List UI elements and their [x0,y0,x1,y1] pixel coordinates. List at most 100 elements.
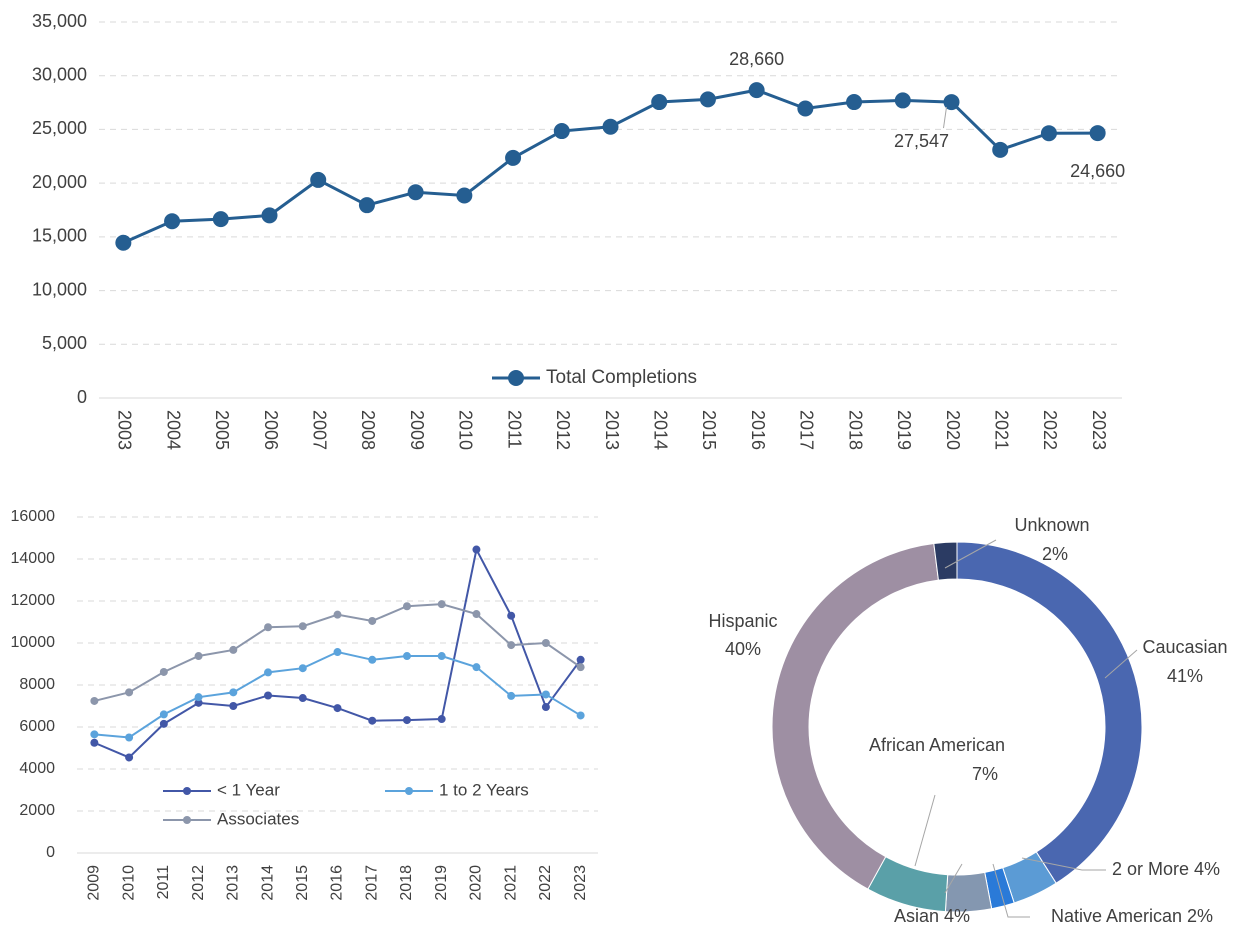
slice-value: 4% [944,906,970,926]
data-label: 27,547 [894,131,949,151]
x-tick-label: 2012 [190,865,207,901]
slice-name: African American [869,735,1005,755]
x-tick-label: 2013 [225,865,242,901]
data-point [541,690,550,699]
x-tick-label: 2010 [120,865,137,901]
y-tick-label: 4000 [19,760,55,777]
data-point [298,664,307,673]
data-point [472,663,481,672]
leader-line [944,539,997,569]
data-point [159,710,168,719]
data-point [115,234,132,251]
y-tick-label: 0 [77,387,87,407]
x-tick-label: 2016 [748,410,768,450]
data-point [576,655,585,664]
x-tick-label: 2004 [163,410,183,450]
data-point [472,545,481,554]
leader-line [943,106,947,129]
data-point [90,738,99,747]
legend-marker [508,370,524,386]
data-point [1089,125,1106,142]
slice-label: Asian 4% [894,906,970,926]
legend-marker [405,787,413,795]
data-point [298,622,307,631]
legend-label: Associates [217,809,299,828]
data-point [507,691,516,700]
data-point [229,702,238,710]
data-point [472,610,481,619]
data-point [264,668,273,677]
slice-value: 4% [1194,859,1220,879]
x-tick-label: 2009 [86,865,103,901]
y-tick-label: 16000 [11,508,56,525]
data-point [541,703,550,712]
data-point [505,149,522,166]
x-tick-label: 2020 [468,865,485,901]
data-point [437,715,446,724]
data-point [651,94,668,111]
x-tick-label: 2015 [699,410,719,450]
x-tick-label: 2009 [407,410,427,450]
data-point [264,691,273,700]
data-point [164,213,181,230]
y-tick-label: 35,000 [32,11,87,31]
x-tick-label: 2017 [363,865,380,901]
x-tick-label: 2011 [504,410,524,449]
slice-value: 40% [725,639,761,659]
slice-label: 2 or More 4% [1112,859,1220,879]
legend-marker [183,816,191,824]
donut-slice [771,542,940,890]
data-point [358,197,375,214]
y-tick-label: 5,000 [42,333,87,353]
slice-name: Hispanic [708,611,777,631]
data-point [846,94,863,111]
y-tick-label: 6000 [19,718,55,735]
x-tick-label: 2020 [943,410,963,450]
data-point [212,211,229,228]
data-point [229,645,238,654]
y-tick-label: 2000 [19,802,55,819]
x-tick-label: 2022 [537,865,554,901]
slice-name: Asian [894,906,939,926]
y-tick-label: 15,000 [32,226,87,246]
x-tick-label: 2012 [553,410,573,450]
data-point [125,753,134,762]
slice-name: Native American [1051,906,1182,926]
data-point [894,92,911,109]
x-tick-label: 2021 [502,865,519,901]
x-tick-label: 2016 [329,865,346,901]
data-point [368,716,377,725]
data-point [298,694,307,703]
x-tick-label: 2003 [115,410,135,450]
slice-value: 2% [1042,544,1068,564]
x-tick-label: 2005 [212,410,232,450]
data-point [333,704,342,713]
data-point [576,711,585,720]
x-tick-label: 2015 [294,865,311,901]
x-tick-label: 2011 [155,865,172,900]
x-tick-label: 2022 [1040,410,1060,450]
data-point [699,91,716,108]
data-point [368,616,377,625]
data-point [159,667,168,676]
data-point [407,184,424,201]
legend-marker [183,787,191,795]
y-tick-label: 10,000 [32,279,87,299]
data-label: 28,660 [729,49,784,69]
data-point [402,602,411,611]
data-point [125,688,134,697]
data-point [1040,125,1057,142]
data-point [125,733,134,742]
data-point [437,652,446,661]
data-point [194,652,203,661]
y-tick-label: 0 [46,844,55,861]
slice-name: Unknown [1014,515,1089,535]
y-tick-label: 14000 [11,550,56,567]
data-point [90,730,99,739]
x-tick-label: 2019 [894,410,914,450]
x-tick-label: 2018 [398,865,415,901]
x-tick-label: 2014 [259,865,276,901]
y-tick-label: 20,000 [32,172,87,192]
data-point [90,696,99,705]
x-tick-label: 2007 [309,410,329,450]
